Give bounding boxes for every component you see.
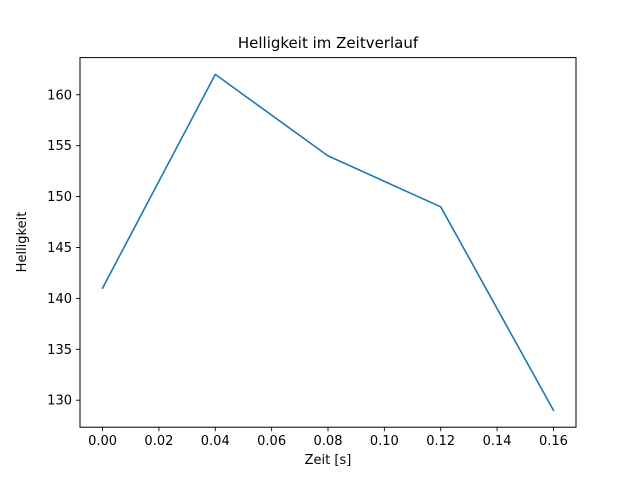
y-tick-label: 130 — [47, 394, 72, 409]
x-tick-label: 0.04 — [201, 434, 230, 449]
x-tick-label: 0.08 — [314, 434, 343, 449]
plot-frame — [79, 57, 577, 428]
x-tick-label: 0.06 — [257, 434, 286, 449]
x-tick-label: 0.12 — [426, 434, 455, 449]
x-tick-label: 0.02 — [144, 434, 173, 449]
y-tick-label: 160 — [47, 88, 72, 103]
x-axis-label: Zeit [s] — [305, 453, 352, 468]
y-axis-label: Helligkeit — [15, 212, 30, 273]
data-line — [101, 73, 555, 412]
x-tick-label: 0.14 — [483, 434, 512, 449]
x-tick-label: 0.16 — [539, 434, 568, 449]
y-tick-label: 145 — [47, 241, 72, 256]
x-tick-label: 0.00 — [88, 434, 117, 449]
chart-title: Helligkeit im Zeitverlauf — [238, 34, 419, 52]
y-tick-label: 155 — [47, 139, 72, 154]
y-tick-label: 140 — [47, 292, 72, 307]
y-tick-label: 135 — [47, 343, 72, 358]
x-tick-label: 0.10 — [370, 434, 399, 449]
y-tick-label: 150 — [47, 190, 72, 205]
